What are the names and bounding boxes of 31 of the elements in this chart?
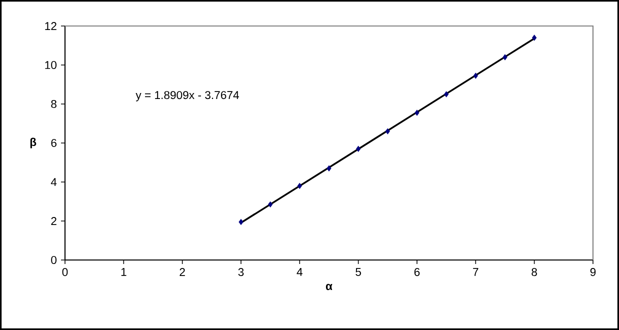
y-tick-label: 6 — [51, 139, 56, 148]
x-tick-label: 9 — [590, 268, 596, 276]
y-tick-label: 4 — [50, 178, 57, 186]
point — [238, 219, 244, 225]
y-axis-title: β — [30, 138, 36, 148]
x-tick-label: 2 — [180, 268, 185, 276]
x-tick-label: 4 — [296, 268, 302, 276]
y-tick-label: 10 — [45, 61, 57, 70]
point — [385, 128, 390, 134]
x-tick-label: 7 — [473, 268, 478, 276]
annotation: y = 1.8909x - 3.7674 — [136, 91, 239, 102]
point — [414, 110, 420, 116]
x-tick-label: 5 — [356, 268, 362, 276]
point — [268, 201, 273, 208]
y-tick-label: 8 — [51, 100, 56, 108]
point — [326, 165, 332, 172]
x-tick-label: 6 — [414, 268, 420, 276]
y-tick-label: 2 — [51, 217, 56, 225]
y-tick-label: 0 — [51, 256, 57, 264]
x-tick-label: 1 — [121, 268, 126, 276]
point — [356, 146, 361, 152]
x-tick-label: 0 — [62, 268, 68, 276]
point — [473, 72, 478, 79]
point — [444, 91, 449, 98]
x-axis-title: α — [326, 284, 332, 290]
x-tick-label: 8 — [532, 268, 537, 276]
point — [297, 182, 302, 189]
point — [532, 34, 537, 41]
y-tick-label: 12 — [45, 22, 56, 30]
x-tick-label: 3 — [238, 268, 244, 276]
point — [502, 54, 508, 60]
